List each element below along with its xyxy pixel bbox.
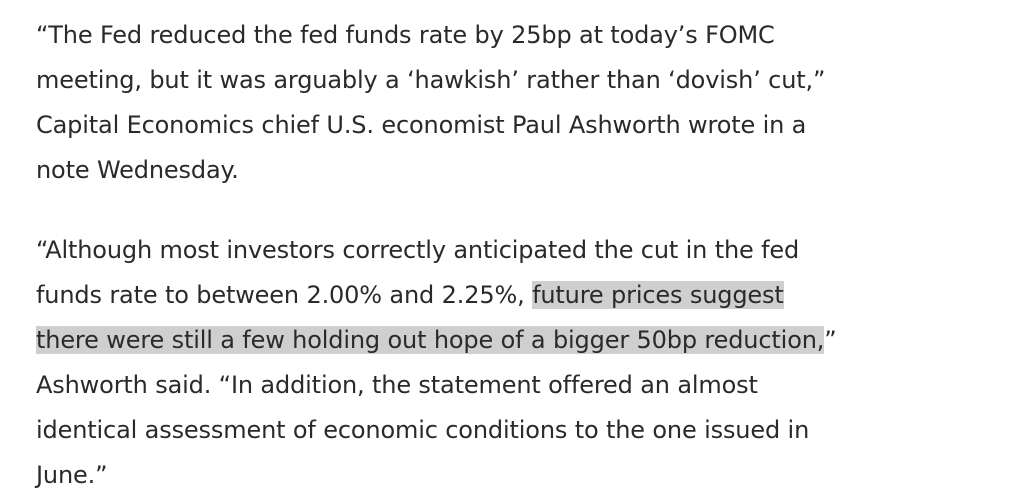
paragraph-2-line-2-plain: funds rate to between 2.00% and 2.25%, <box>36 281 533 309</box>
paragraph-2-line-3: there were still a few holding out hope … <box>36 318 996 363</box>
paragraph-1-line-4: note Wednesday. <box>36 156 239 184</box>
paragraph-1-line-1: “The Fed reduced the fed funds rate by 2… <box>36 21 775 49</box>
paragraph-1-line-3: Capital Economics chief U.S. economist P… <box>36 111 807 139</box>
paragraph-2-line-6: June.” <box>36 461 108 489</box>
paragraph-2-line-5: identical assessment of economic conditi… <box>36 416 810 444</box>
paragraph-2-line-3-plain: ” <box>824 326 837 354</box>
highlighted-text-start[interactable]: future prices suggest <box>532 281 784 309</box>
article-body: “The Fed reduced the fed funds rate by 2… <box>36 13 996 498</box>
paragraph-2-line-1: “Although most investors correctly antic… <box>36 236 800 264</box>
paragraph-2-line-4: Ashworth said. “In addition, the stateme… <box>36 371 758 399</box>
paragraph-2-line-2: funds rate to between 2.00% and 2.25%, f… <box>36 273 996 318</box>
highlighted-text-end[interactable]: there were still a few holding out hope … <box>36 326 825 354</box>
quote-paragraph-2: “Although most investors correctly antic… <box>36 228 996 498</box>
paragraph-1-line-2: meeting, but it was arguably a ‘hawkish’… <box>36 66 826 94</box>
quote-paragraph-1: “The Fed reduced the fed funds rate by 2… <box>36 13 996 193</box>
